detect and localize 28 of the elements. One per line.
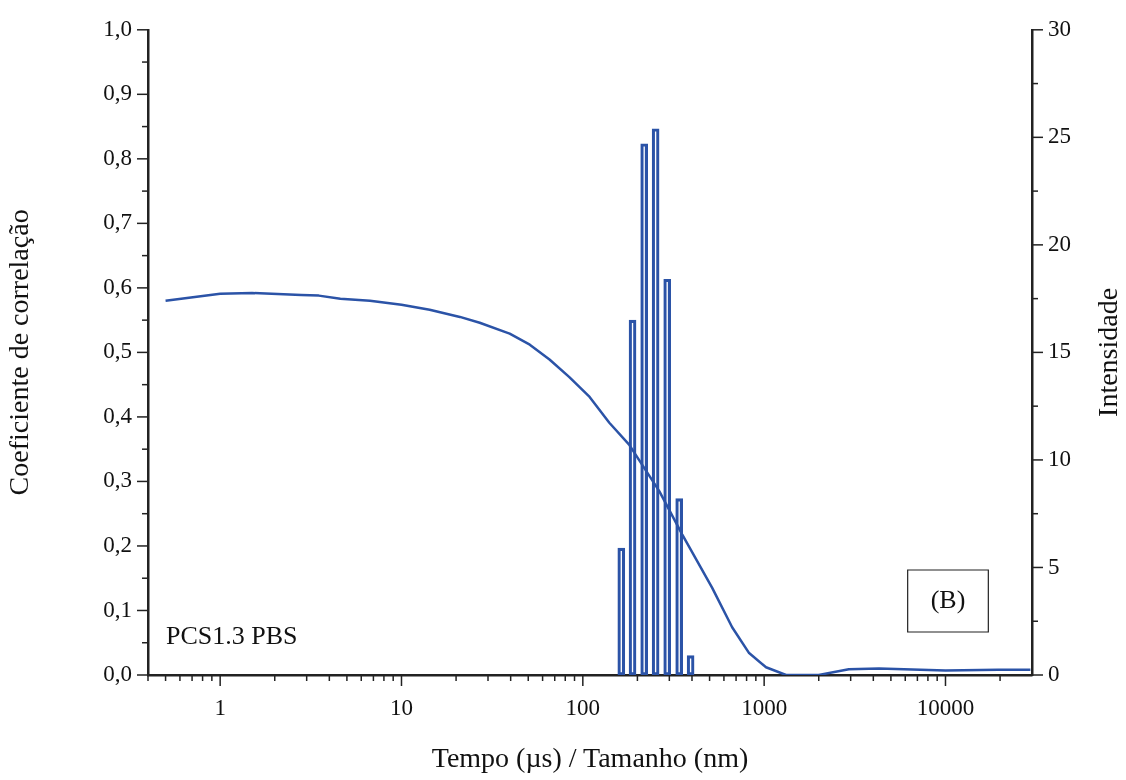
y-tick-label: 1,0 [103, 15, 132, 41]
x-tick-label: 100 [565, 694, 601, 720]
annotation: PCS1.3 PBS [166, 620, 298, 650]
y2-tick-label: 5 [1048, 553, 1060, 579]
y2-tick-label: 10 [1048, 445, 1071, 471]
x-axis-title: Tempo (µs) / Tamanho (nm) [431, 741, 749, 773]
annotation: (B) [930, 584, 966, 614]
y-tick-label: 0,1 [103, 596, 132, 622]
y-tick-label: 0,0 [103, 661, 132, 687]
y-tick-label: 0,8 [103, 144, 132, 170]
y-tick-label: 0,4 [103, 402, 133, 428]
y-tick-label: 0,2 [103, 532, 132, 558]
y2-tick-label: 20 [1048, 230, 1071, 256]
y-tick-label: 0,6 [103, 273, 132, 299]
y2-axis-title: Intensidade [1092, 287, 1124, 417]
y-tick-label: 0,7 [103, 209, 132, 235]
x-tick-label: 10000 [916, 694, 975, 720]
y-tick-label: 0,9 [103, 80, 132, 106]
y2-tick-label: 25 [1048, 123, 1071, 149]
y-axis-title: Coeficiente de correlação [3, 209, 35, 496]
x-tick-label: 1 [214, 694, 226, 720]
y-tick-label: 0,5 [103, 338, 132, 364]
y-tick-label: 0,3 [103, 467, 132, 493]
x-tick-label: 1000 [741, 694, 788, 720]
y2-tick-label: 30 [1048, 15, 1071, 41]
x-tick-label: 10 [389, 694, 413, 720]
y2-tick-label: 15 [1048, 338, 1071, 364]
y2-tick-label: 0 [1048, 661, 1060, 687]
